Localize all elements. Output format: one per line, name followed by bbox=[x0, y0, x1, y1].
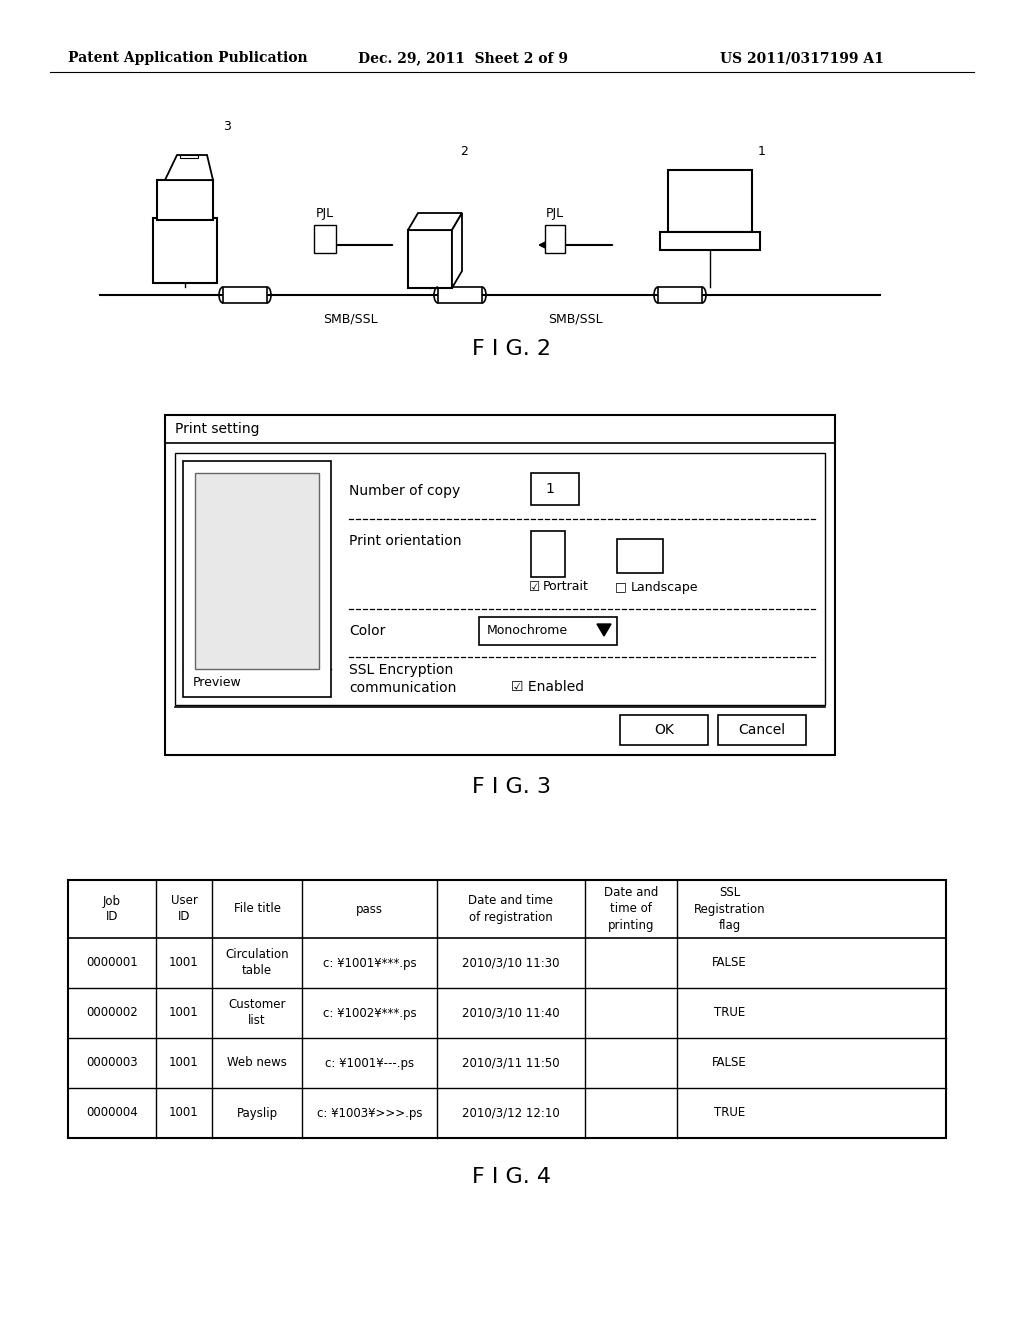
Text: F I G. 2: F I G. 2 bbox=[472, 339, 552, 359]
Text: FALSE: FALSE bbox=[712, 957, 746, 969]
Text: Number of copy: Number of copy bbox=[349, 484, 460, 498]
Bar bbox=[314, 224, 336, 253]
Text: OK: OK bbox=[654, 723, 674, 737]
Bar bbox=[718, 715, 806, 744]
Text: Color: Color bbox=[349, 624, 385, 638]
Text: SSL
Registration
flag: SSL Registration flag bbox=[693, 887, 765, 932]
Text: 1: 1 bbox=[758, 145, 766, 158]
Text: 0000004: 0000004 bbox=[86, 1106, 138, 1119]
Polygon shape bbox=[408, 213, 462, 230]
Text: ☑ Enabled: ☑ Enabled bbox=[511, 680, 584, 694]
Text: Dec. 29, 2011  Sheet 2 of 9: Dec. 29, 2011 Sheet 2 of 9 bbox=[358, 51, 568, 65]
Polygon shape bbox=[597, 624, 611, 636]
Bar bbox=[479, 616, 617, 645]
Text: F I G. 3: F I G. 3 bbox=[472, 777, 552, 797]
Text: Patent Application Publication: Patent Application Publication bbox=[68, 51, 307, 65]
Bar bbox=[408, 230, 452, 288]
Text: Job
ID: Job ID bbox=[103, 895, 121, 924]
Text: Cancel: Cancel bbox=[738, 723, 785, 737]
Bar bbox=[183, 461, 331, 697]
Bar bbox=[545, 224, 565, 253]
Bar bbox=[195, 473, 319, 669]
Text: 2010/3/10 11:40: 2010/3/10 11:40 bbox=[462, 1006, 560, 1019]
Text: 0000001: 0000001 bbox=[86, 957, 138, 969]
Bar bbox=[68, 880, 946, 1138]
Text: F I G. 4: F I G. 4 bbox=[472, 1167, 552, 1187]
Text: 1001: 1001 bbox=[169, 1106, 199, 1119]
Bar bbox=[620, 715, 708, 744]
Text: ☑: ☑ bbox=[529, 581, 541, 594]
Text: SSL Encryption
communication: SSL Encryption communication bbox=[349, 663, 457, 696]
Bar bbox=[617, 539, 663, 573]
Text: PJL: PJL bbox=[546, 207, 564, 220]
Text: User
ID: User ID bbox=[171, 895, 198, 924]
Text: 1001: 1001 bbox=[169, 1006, 199, 1019]
Text: Portrait: Portrait bbox=[543, 581, 589, 594]
Text: SMB/SSL: SMB/SSL bbox=[548, 313, 602, 326]
Text: Monochrome: Monochrome bbox=[487, 624, 568, 638]
Text: TRUE: TRUE bbox=[714, 1106, 745, 1119]
Text: PJL: PJL bbox=[316, 207, 334, 220]
Text: File title: File title bbox=[233, 903, 281, 916]
Text: Customer
list: Customer list bbox=[228, 998, 286, 1027]
Text: Payslip: Payslip bbox=[237, 1106, 278, 1119]
Bar bbox=[223, 286, 267, 304]
Text: 2010/3/12 12:10: 2010/3/12 12:10 bbox=[462, 1106, 560, 1119]
Text: □: □ bbox=[615, 581, 627, 594]
Text: SMB/SSL: SMB/SSL bbox=[323, 313, 377, 326]
Text: Print setting: Print setting bbox=[175, 422, 259, 436]
Text: Landscape: Landscape bbox=[631, 581, 698, 594]
Bar bbox=[157, 180, 213, 220]
Text: Circulation
table: Circulation table bbox=[225, 949, 289, 978]
Bar bbox=[153, 218, 217, 282]
Text: Date and time
of registration: Date and time of registration bbox=[469, 895, 554, 924]
Text: 3: 3 bbox=[223, 120, 230, 133]
Text: Date and
time of
printing: Date and time of printing bbox=[604, 887, 658, 932]
Bar bbox=[175, 453, 825, 705]
Bar bbox=[180, 154, 198, 158]
Polygon shape bbox=[165, 154, 213, 180]
Bar bbox=[658, 286, 702, 304]
Text: pass: pass bbox=[356, 903, 383, 916]
Text: Preview: Preview bbox=[193, 676, 242, 689]
Text: Print orientation: Print orientation bbox=[349, 535, 462, 548]
Polygon shape bbox=[452, 213, 462, 288]
Bar bbox=[660, 232, 760, 249]
Text: 2010/3/10 11:30: 2010/3/10 11:30 bbox=[462, 957, 560, 969]
Text: 2: 2 bbox=[460, 145, 468, 158]
Text: 1: 1 bbox=[545, 482, 554, 496]
Text: 0000003: 0000003 bbox=[86, 1056, 138, 1069]
Text: c: ¥1003¥>>>.ps: c: ¥1003¥>>>.ps bbox=[316, 1106, 422, 1119]
Bar bbox=[531, 473, 579, 506]
Text: 1001: 1001 bbox=[169, 957, 199, 969]
Bar bbox=[165, 414, 835, 755]
Text: US 2011/0317199 A1: US 2011/0317199 A1 bbox=[720, 51, 884, 65]
Text: c: ¥1001¥***.ps: c: ¥1001¥***.ps bbox=[323, 957, 417, 969]
Bar bbox=[668, 170, 752, 232]
Text: c: ¥1002¥***.ps: c: ¥1002¥***.ps bbox=[323, 1006, 417, 1019]
Text: Web news: Web news bbox=[227, 1056, 287, 1069]
Text: FALSE: FALSE bbox=[712, 1056, 746, 1069]
Bar bbox=[531, 531, 565, 577]
Bar bbox=[438, 286, 482, 304]
Text: 2010/3/11 11:50: 2010/3/11 11:50 bbox=[462, 1056, 560, 1069]
Text: 0000002: 0000002 bbox=[86, 1006, 138, 1019]
Text: TRUE: TRUE bbox=[714, 1006, 745, 1019]
Text: 1001: 1001 bbox=[169, 1056, 199, 1069]
Text: c: ¥1001¥---.ps: c: ¥1001¥---.ps bbox=[325, 1056, 414, 1069]
